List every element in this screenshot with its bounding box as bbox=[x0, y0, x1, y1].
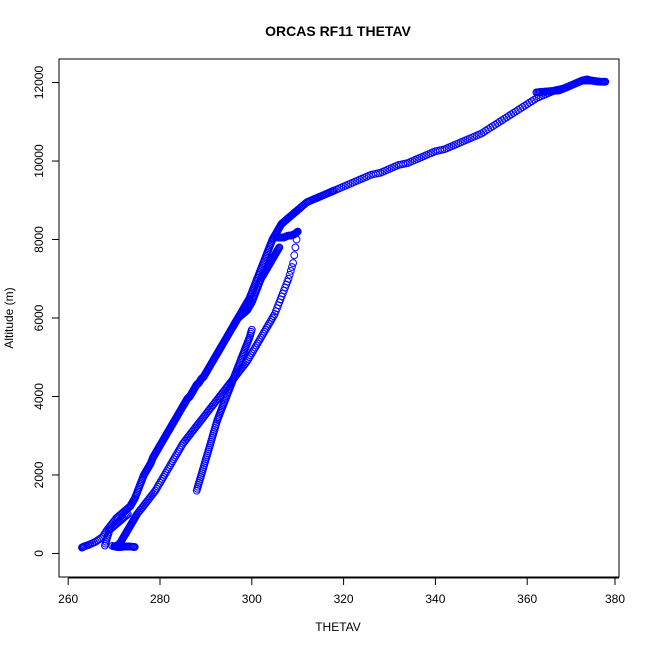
data-point bbox=[257, 333, 265, 342]
data-point bbox=[151, 486, 160, 495]
data-point bbox=[263, 321, 272, 330]
data-point bbox=[159, 473, 168, 481]
data-point bbox=[156, 478, 164, 487]
data-point bbox=[175, 445, 184, 454]
data-point bbox=[158, 474, 167, 483]
y-tick-label: 0 bbox=[32, 550, 46, 557]
data-point bbox=[259, 329, 268, 338]
data-point bbox=[249, 347, 257, 356]
data-point bbox=[266, 318, 275, 326]
data-point bbox=[167, 459, 176, 468]
data-point bbox=[160, 471, 169, 479]
data-point bbox=[258, 331, 267, 340]
data-point bbox=[252, 341, 261, 350]
data-point bbox=[157, 476, 166, 485]
y-tick-label: 2000 bbox=[32, 461, 46, 488]
data-point bbox=[261, 325, 270, 334]
data-point bbox=[247, 349, 256, 358]
data-point bbox=[121, 512, 130, 521]
data-point bbox=[154, 480, 163, 489]
x-axis: 260 280 300 320 340 360 380 bbox=[58, 577, 625, 606]
y-axis: 0 2000 4000 6000 8000 10000 12000 bbox=[32, 66, 60, 557]
data-point bbox=[251, 343, 260, 352]
data-point bbox=[530, 95, 538, 104]
data-point bbox=[166, 461, 175, 470]
data-point bbox=[262, 323, 271, 332]
data-point bbox=[246, 351, 255, 360]
data-point bbox=[288, 263, 296, 271]
y-tick-label: 6000 bbox=[32, 304, 46, 331]
data-point bbox=[285, 270, 294, 279]
data-points bbox=[78, 75, 610, 552]
data-point bbox=[253, 339, 262, 348]
x-tick-label: 320 bbox=[334, 592, 354, 606]
data-point bbox=[130, 543, 139, 551]
data-point bbox=[115, 542, 124, 551]
plot-frame bbox=[58, 58, 620, 578]
data-point bbox=[165, 463, 174, 472]
data-point bbox=[275, 243, 284, 252]
x-axis-label: THETAV bbox=[315, 620, 361, 634]
data-point bbox=[255, 335, 264, 344]
data-point bbox=[176, 443, 185, 452]
data-point bbox=[247, 325, 256, 334]
data-point bbox=[122, 511, 131, 520]
data-point bbox=[290, 251, 299, 260]
x-tick-label: 260 bbox=[58, 592, 78, 606]
y-tick-label: 4000 bbox=[32, 383, 46, 410]
data-point bbox=[123, 542, 132, 551]
data-point bbox=[173, 449, 182, 458]
data-point bbox=[123, 510, 132, 519]
x-tick-label: 360 bbox=[517, 592, 537, 606]
y-tick-label: 12000 bbox=[32, 66, 46, 100]
data-point bbox=[152, 484, 161, 493]
data-point bbox=[289, 259, 297, 267]
data-point bbox=[171, 453, 179, 462]
chart-title: ORCAS RF11 THETAV bbox=[265, 23, 411, 39]
data-point bbox=[284, 274, 293, 283]
data-point bbox=[164, 465, 172, 473]
data-point bbox=[267, 316, 276, 324]
data-point bbox=[153, 482, 162, 491]
data-point bbox=[601, 77, 610, 86]
data-point bbox=[161, 469, 170, 477]
data-point bbox=[269, 312, 278, 320]
y-axis-label: Altitude (m) bbox=[2, 287, 16, 348]
data-point bbox=[254, 337, 263, 346]
x-tick-label: 300 bbox=[242, 592, 262, 606]
data-point bbox=[174, 447, 183, 456]
data-point bbox=[265, 319, 273, 328]
data-point bbox=[260, 327, 269, 336]
x-tick-label: 340 bbox=[425, 592, 445, 606]
data-point bbox=[250, 345, 258, 354]
x-tick-label: 280 bbox=[150, 592, 170, 606]
data-point bbox=[169, 455, 178, 464]
data-point bbox=[293, 227, 302, 236]
data-point bbox=[268, 314, 277, 322]
y-tick-label: 8000 bbox=[32, 226, 46, 253]
data-point bbox=[291, 243, 300, 252]
data-point bbox=[245, 353, 254, 362]
x-tick-label: 380 bbox=[605, 592, 625, 606]
data-point bbox=[108, 542, 117, 550]
data-point bbox=[168, 457, 177, 466]
data-point bbox=[172, 451, 180, 460]
data-point bbox=[162, 467, 171, 475]
y-tick-label: 10000 bbox=[32, 144, 46, 178]
data-point bbox=[286, 267, 295, 275]
